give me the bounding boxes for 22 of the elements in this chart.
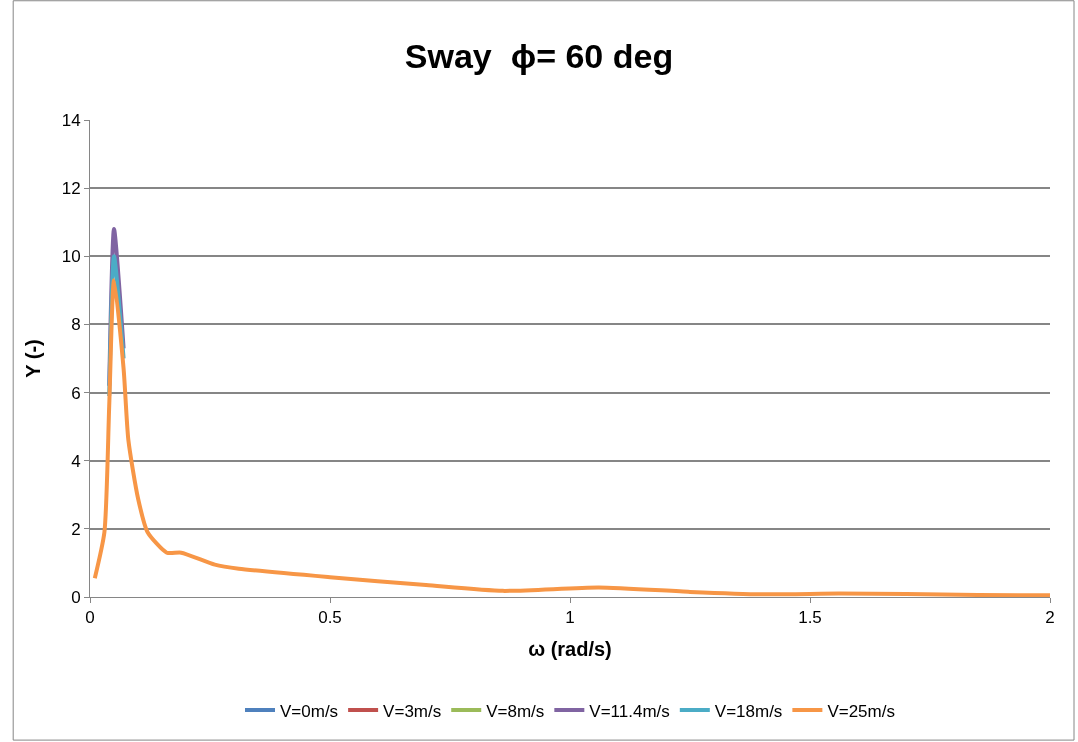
x-axis-title: ω (rad/s) — [528, 637, 612, 660]
x-tick-label: 0.5 — [318, 608, 342, 628]
legend-label: V=25m/s — [827, 701, 895, 721]
y-tick-label: 10 — [61, 247, 81, 267]
legend-label: V=0m/s — [280, 701, 339, 721]
legend-label: V=11.4m/s — [589, 701, 670, 721]
y-tick-label: 0 — [71, 587, 81, 607]
y-axis-title: Y (-) — [22, 339, 45, 378]
y-tick-label: 6 — [71, 383, 81, 403]
y-tick-label: 14 — [61, 110, 81, 130]
y-tick-label: 4 — [71, 451, 81, 471]
x-tick-label: 0 — [85, 608, 95, 628]
y-tick-label: 2 — [71, 519, 81, 539]
legend-label: V=3m/s — [383, 701, 442, 721]
y-tick-label: 8 — [71, 315, 81, 335]
legend-label: V=18m/s — [714, 701, 783, 721]
legend-label: V=8m/s — [486, 701, 545, 721]
x-tick-label: 2 — [1045, 608, 1055, 628]
chart-title: Sway ϕ= 60 deg — [404, 37, 674, 76]
x-tick-label: 1.5 — [798, 608, 822, 628]
x-tick-label: 1 — [565, 608, 575, 628]
y-tick-label: 12 — [61, 179, 81, 199]
